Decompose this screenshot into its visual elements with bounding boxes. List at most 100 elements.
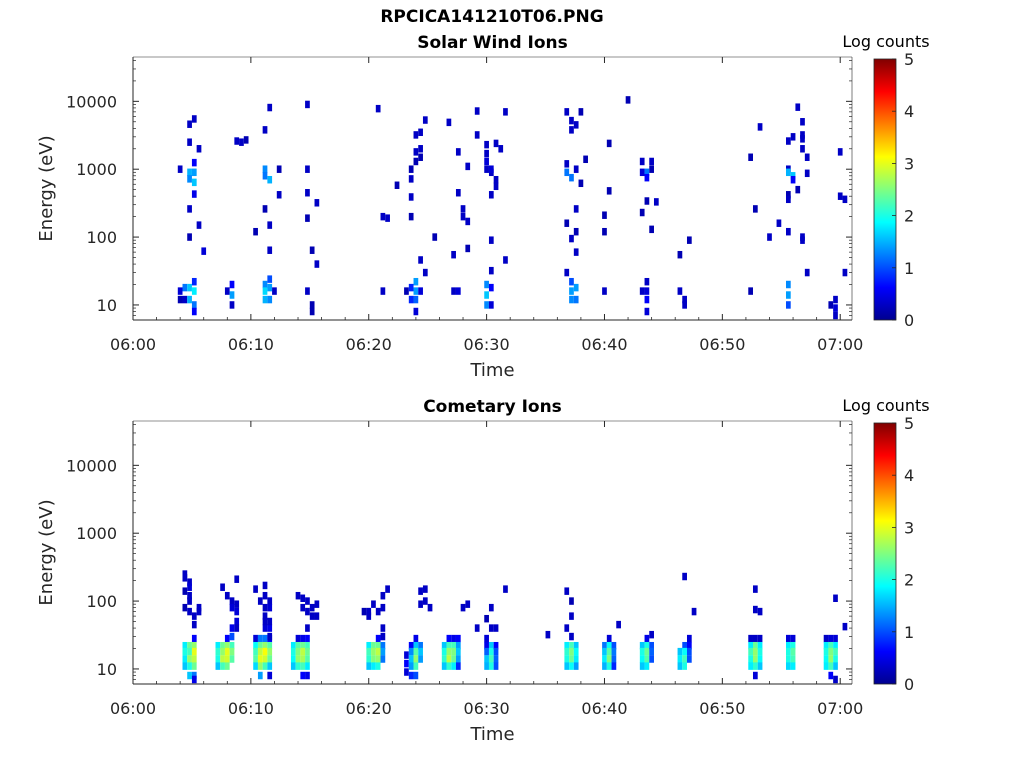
x-axis-label: Time	[469, 724, 514, 745]
heatmap-cell	[564, 655, 570, 663]
heatmap-cell	[253, 634, 258, 643]
heatmap-cell	[493, 624, 499, 632]
heatmap-cell	[455, 287, 461, 295]
heatmap-cell	[748, 287, 753, 295]
heatmap-cell	[748, 662, 753, 670]
heatmap-cell	[644, 655, 650, 663]
heatmap-cell	[267, 641, 273, 650]
heatmap-cell	[488, 283, 494, 292]
heatmap-cell	[569, 612, 574, 620]
heatmap-cell	[408, 212, 414, 221]
heatmap-cell	[187, 283, 192, 292]
heatmap-cell	[682, 641, 687, 650]
heatmap-cell	[300, 634, 306, 643]
heatmap-cell	[309, 246, 315, 254]
heatmap-cell	[488, 647, 494, 656]
heatmap-cell	[606, 139, 612, 148]
heatmap-cell	[300, 662, 306, 670]
heatmap-cell	[380, 603, 386, 612]
heatmap-cell	[262, 603, 268, 612]
heatmap-cell	[290, 655, 296, 663]
heatmap-cell	[305, 189, 310, 197]
heatmap-cell	[484, 165, 489, 173]
heatmap-cell	[267, 624, 273, 632]
heatmap-cells	[182, 570, 848, 684]
heatmap-cell	[300, 641, 306, 650]
heatmap-cell	[488, 624, 494, 632]
heatmap-cell	[455, 655, 461, 663]
heatmap-cell	[262, 172, 268, 180]
heatmap-cell	[441, 655, 447, 663]
heatmap-cell	[451, 662, 456, 670]
colorbar-tick-label: 0	[904, 311, 914, 330]
heatmap-cell	[257, 671, 263, 680]
heatmap-cell	[795, 103, 801, 111]
heatmap-cell	[234, 624, 240, 632]
heatmap-cell	[488, 191, 494, 199]
colorbar-tick-label: 2	[904, 207, 914, 226]
heatmap-cell	[187, 175, 192, 183]
heatmap-cell	[785, 291, 791, 299]
heatmap-cell	[451, 634, 456, 643]
heatmap-cell	[484, 655, 489, 663]
heatmap-cell	[182, 295, 188, 304]
heatmap-cell	[493, 655, 499, 663]
heatmap-cell	[686, 641, 692, 650]
y-axis-label: Energy (eV)	[36, 499, 57, 605]
heatmap-cell	[790, 655, 796, 663]
heatmap-cell	[366, 655, 372, 663]
heatmap-cell	[380, 647, 386, 656]
heatmap-cell	[196, 603, 202, 612]
heatmap-cell	[569, 662, 574, 670]
heatmap-cell	[253, 585, 258, 593]
heatmap-cell	[262, 662, 268, 670]
heatmap-cell	[686, 647, 692, 656]
heatmap-cell	[191, 612, 197, 620]
heatmap-cell	[300, 671, 306, 680]
heatmap-cell	[484, 614, 489, 623]
heatmap-cell	[182, 587, 188, 595]
heatmap-cell	[187, 295, 192, 304]
heatmap-cell	[503, 256, 508, 264]
heatmap-cell	[677, 655, 683, 663]
heatmap-cell	[408, 662, 414, 670]
heatmap-cell	[800, 236, 805, 244]
heatmap-cell	[842, 622, 848, 631]
heatmap-cell	[380, 624, 386, 632]
heatmap-cell	[418, 655, 423, 663]
heatmap-cell	[385, 585, 390, 593]
heatmap-cell	[295, 662, 301, 670]
panel-title: Solar Wind Ions	[417, 33, 568, 53]
heatmap-cell	[418, 641, 423, 650]
heatmap-cell	[800, 135, 805, 143]
heatmap-cell	[191, 168, 197, 177]
heatmap-cell	[752, 662, 758, 670]
heatmap-cell	[295, 591, 301, 600]
heatmap-cell	[785, 168, 791, 177]
heatmap-cell	[418, 256, 423, 264]
heatmap-cell	[842, 268, 848, 277]
heatmap-cell	[573, 165, 579, 173]
heatmap-cell	[366, 607, 372, 616]
heatmap-cell	[267, 175, 273, 184]
heatmap-cell	[451, 250, 456, 259]
heatmap-cell	[262, 591, 268, 600]
heatmap-cell	[413, 647, 419, 656]
heatmap-cell	[455, 189, 461, 197]
heatmap-cell	[229, 655, 235, 663]
heatmap-cell	[229, 597, 235, 605]
heatmap-cell	[833, 675, 838, 684]
heatmap-cell	[573, 248, 579, 256]
heatmap-cell	[573, 641, 579, 650]
heatmap-cell	[649, 655, 654, 663]
heatmap-cell	[488, 236, 494, 244]
heatmap-cell	[804, 268, 810, 277]
heatmap-cell	[752, 641, 758, 650]
heatmap-cell	[644, 277, 650, 286]
heatmap-cell	[441, 662, 447, 670]
heatmap-cell	[295, 655, 301, 663]
heatmap-cell	[644, 287, 650, 295]
heatmap-cell	[677, 662, 683, 670]
heatmap-cell	[408, 283, 414, 292]
heatmap-cell	[229, 301, 235, 309]
